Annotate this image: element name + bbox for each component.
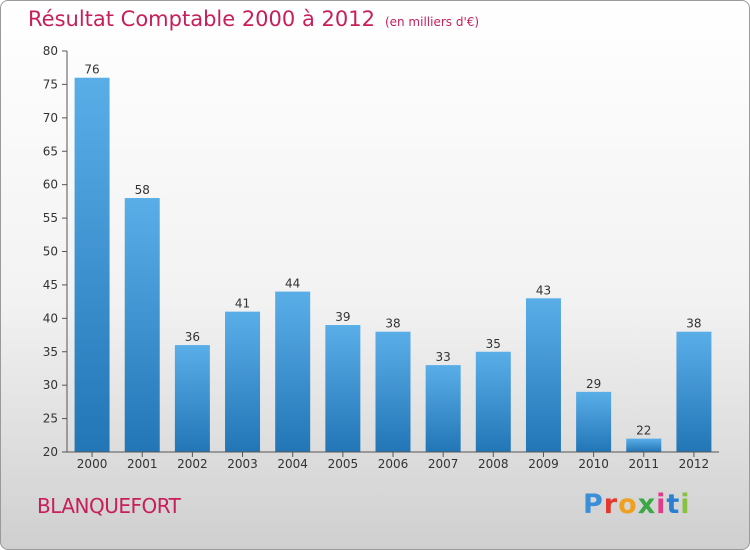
x-axis: 2000 2001 2002 2003 2004 2005 2006 2007 2008 2009… bbox=[67, 451, 719, 471]
bar-2002 bbox=[174, 345, 210, 452]
chart-unit-label: (en milliers d'€) bbox=[384, 15, 480, 29]
bar-2012 bbox=[676, 331, 712, 452]
bar-2006 bbox=[375, 331, 411, 452]
bar-2004 bbox=[275, 291, 311, 452]
data-label: 76 bbox=[84, 63, 99, 77]
x-tick-label: 2011 bbox=[628, 457, 659, 471]
data-label: 35 bbox=[486, 337, 501, 351]
data-label: 43 bbox=[536, 283, 551, 297]
bar-2010 bbox=[576, 391, 612, 452]
proxiti-logo: Proxiti bbox=[583, 489, 691, 520]
bar-2009 bbox=[525, 298, 561, 452]
y-tick-label: 75 bbox=[43, 77, 58, 91]
chart-title: Résultat Comptable 2000 à 2012 (en millie… bbox=[28, 7, 479, 31]
city-name: BLANQUEFORT bbox=[37, 494, 181, 518]
x-tick-label: 2003 bbox=[227, 457, 258, 471]
data-label: 44 bbox=[285, 277, 300, 291]
data-label: 41 bbox=[235, 297, 250, 311]
data-label: 29 bbox=[586, 377, 601, 391]
bar-2005 bbox=[325, 325, 361, 452]
x-tick-label: 2001 bbox=[127, 457, 158, 471]
logo-letter: x bbox=[637, 489, 657, 520]
data-label: 36 bbox=[185, 330, 200, 344]
x-tick-label: 2009 bbox=[528, 457, 559, 471]
y-tick-label: 50 bbox=[43, 245, 58, 259]
y-tick-label: 80 bbox=[43, 44, 58, 58]
x-tick-label: 2005 bbox=[328, 457, 359, 471]
bars-group: 76 58 36 41 44 39 38 33 35 43 29 22 38 bbox=[74, 63, 712, 452]
x-tick-label: 2007 bbox=[428, 457, 459, 471]
y-tick-label: 45 bbox=[43, 278, 58, 292]
data-label: 22 bbox=[636, 424, 651, 438]
y-tick-label: 20 bbox=[43, 445, 58, 459]
bar-2011 bbox=[626, 438, 662, 452]
bar-2001 bbox=[124, 198, 160, 452]
y-tick-label: 40 bbox=[43, 311, 58, 325]
x-tick-label: 2008 bbox=[478, 457, 509, 471]
bar-2008 bbox=[475, 351, 511, 452]
y-tick-label: 35 bbox=[43, 345, 58, 359]
logo-letter: o bbox=[618, 489, 638, 520]
y-tick-label: 25 bbox=[43, 412, 58, 426]
y-axis: 20 25 30 35 40 45 50 55 60 65 70 75 80 bbox=[43, 44, 68, 459]
bar-2000 bbox=[74, 77, 110, 452]
chart-title-text: Résultat Comptable 2000 à 2012 bbox=[28, 7, 375, 31]
logo-letter: i bbox=[656, 489, 667, 520]
data-label: 38 bbox=[686, 317, 701, 331]
y-tick-label: 30 bbox=[43, 378, 58, 392]
y-tick-label: 70 bbox=[43, 111, 58, 125]
bar-2007 bbox=[425, 365, 461, 452]
x-tick-label: 2002 bbox=[177, 457, 208, 471]
x-tick-label: 2012 bbox=[679, 457, 710, 471]
data-label: 38 bbox=[385, 317, 400, 331]
logo-letter: i bbox=[680, 489, 691, 520]
logo-letter: r bbox=[603, 489, 619, 520]
logo-letter: P bbox=[583, 489, 604, 520]
y-tick-label: 60 bbox=[43, 178, 58, 192]
x-tick-label: 2000 bbox=[77, 457, 108, 471]
data-label: 58 bbox=[135, 183, 150, 197]
data-label: 33 bbox=[436, 350, 451, 364]
y-tick-label: 55 bbox=[43, 211, 58, 225]
x-tick-label: 2010 bbox=[578, 457, 609, 471]
logo-letter: t bbox=[666, 489, 681, 520]
x-tick-label: 2006 bbox=[378, 457, 409, 471]
data-label: 39 bbox=[335, 310, 350, 324]
y-tick-label: 65 bbox=[43, 144, 58, 158]
x-tick-label: 2004 bbox=[277, 457, 308, 471]
bar-2003 bbox=[225, 311, 261, 452]
